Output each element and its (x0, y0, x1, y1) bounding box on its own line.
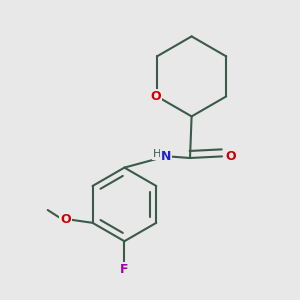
Text: F: F (120, 263, 129, 276)
Text: N: N (161, 150, 171, 163)
Text: H: H (153, 149, 161, 159)
Text: O: O (150, 90, 161, 103)
Text: O: O (60, 213, 70, 226)
Text: O: O (226, 150, 236, 163)
